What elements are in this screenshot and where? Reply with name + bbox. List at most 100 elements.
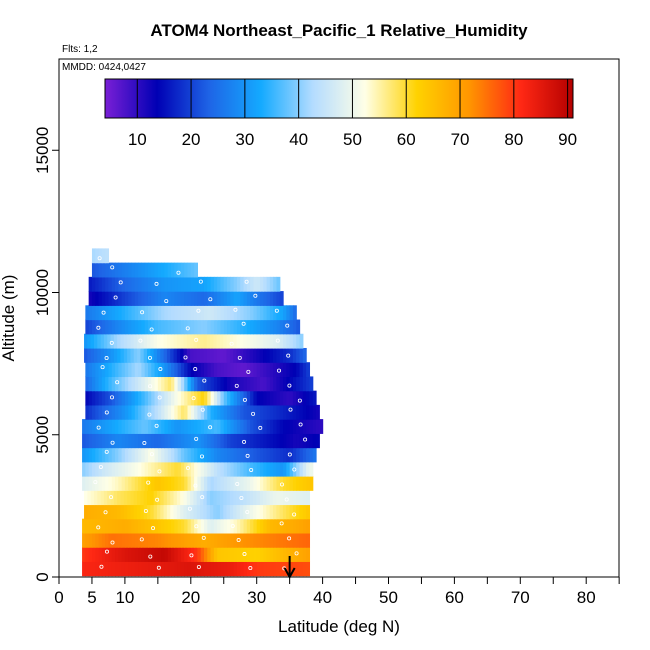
curtain-cell [174, 461, 179, 477]
curtain-cell [200, 433, 205, 449]
curtain-cell [253, 276, 258, 292]
curtain-cell [95, 362, 100, 378]
curtain-cell [197, 291, 202, 306]
curtain-cell [186, 347, 191, 363]
curtain-cell [250, 461, 255, 477]
curtain-cell [147, 561, 152, 577]
curtain-cell [128, 532, 133, 548]
curtain-cell [161, 547, 166, 562]
curtain-cell [246, 532, 251, 548]
curtain-cell [98, 276, 103, 292]
curtain-cell [296, 376, 301, 392]
curtain-cell [98, 561, 103, 577]
curtain-cell [134, 291, 139, 306]
curtain-cell [230, 276, 235, 292]
curtain-cell [174, 291, 179, 306]
curtain-cell [210, 276, 215, 292]
curtain-cell [259, 490, 264, 506]
curtain-cell [226, 333, 231, 349]
curtain-cell [217, 547, 222, 562]
curtain-cell [259, 419, 264, 434]
curtain-cell [98, 532, 103, 548]
curtain-cell [91, 248, 96, 264]
curtain-cell [243, 404, 248, 420]
curtain-cell [200, 276, 205, 292]
curtain-cell [216, 347, 221, 363]
colorbar-tick-label: 50 [343, 130, 362, 149]
curtain-cell [115, 419, 119, 434]
curtain-cell [98, 433, 103, 449]
curtain-cell [197, 319, 202, 335]
curtain-cell [134, 547, 139, 562]
curtain-cell [253, 518, 258, 534]
curtain-cell [91, 404, 96, 420]
curtain-cell [302, 518, 307, 534]
curtain-cell [123, 347, 128, 363]
curtain-cell [279, 347, 284, 363]
curtain-cell [193, 347, 198, 363]
curtain-cell [161, 305, 166, 321]
curtain-cell [111, 518, 116, 534]
curtain-cell [177, 561, 182, 577]
curtain-cell [206, 490, 211, 506]
curtain-cell [223, 362, 228, 378]
curtain-cell [127, 333, 132, 349]
curtain-cell [243, 447, 248, 463]
observation-point [245, 509, 250, 514]
curtain-cell [124, 390, 129, 406]
curtain-cell [207, 305, 212, 321]
curtain-cell [289, 518, 294, 534]
curtain-cell [147, 490, 151, 506]
curtain-cell [253, 433, 258, 449]
curtain-cell [157, 532, 162, 548]
curtain-cell [243, 419, 248, 434]
curtain-cell [306, 376, 311, 392]
curtain-cell [157, 390, 162, 406]
curtain-cell [111, 561, 116, 577]
curtain-cell [103, 504, 108, 520]
curtain-cell [85, 376, 90, 392]
curtain-cell [111, 362, 116, 378]
curtain-cell [180, 291, 185, 306]
curtain-cell [177, 419, 182, 434]
curtain-cell [213, 404, 218, 420]
curtain-cell [82, 561, 86, 577]
curtain-cell [230, 518, 235, 534]
curtain-cell [128, 547, 133, 562]
curtain-cell [292, 547, 297, 562]
curtain-cell [286, 347, 291, 363]
curtain-cell [273, 376, 278, 392]
curtain-cell [220, 447, 225, 463]
curtain-cell [217, 376, 222, 392]
curtain-cell [161, 419, 166, 434]
curtain-cell [95, 547, 100, 562]
curtain-cell [156, 490, 161, 506]
curtain-cell [154, 532, 159, 548]
curtain-cell [213, 347, 218, 363]
curtain-cell [88, 376, 93, 392]
observation-point [199, 454, 204, 459]
curtain-cell [250, 532, 255, 548]
curtain-cell [174, 376, 179, 392]
curtain-cell [207, 404, 212, 420]
curtain-cell [230, 419, 235, 434]
curtain-cell [177, 447, 182, 463]
curtain-cell [226, 504, 231, 520]
curtain-cell [289, 476, 294, 491]
curtain-cell [115, 433, 119, 449]
curtain-cell [171, 390, 175, 406]
curtain-cell [134, 362, 139, 378]
curtain-cell [263, 404, 268, 420]
curtain-cell [249, 347, 254, 363]
curtain-cell [111, 461, 116, 477]
curtain-cell [256, 461, 261, 477]
curtain-cell [138, 419, 142, 434]
curtain-cell [210, 518, 215, 534]
location-arrow-marker [283, 556, 296, 580]
curtain-cell [253, 347, 258, 363]
curtain-cell [88, 305, 93, 321]
curtain-cell [279, 547, 284, 562]
curtain-cell [233, 447, 238, 463]
curtain-cell [121, 305, 126, 321]
curtain-cell [190, 390, 195, 406]
